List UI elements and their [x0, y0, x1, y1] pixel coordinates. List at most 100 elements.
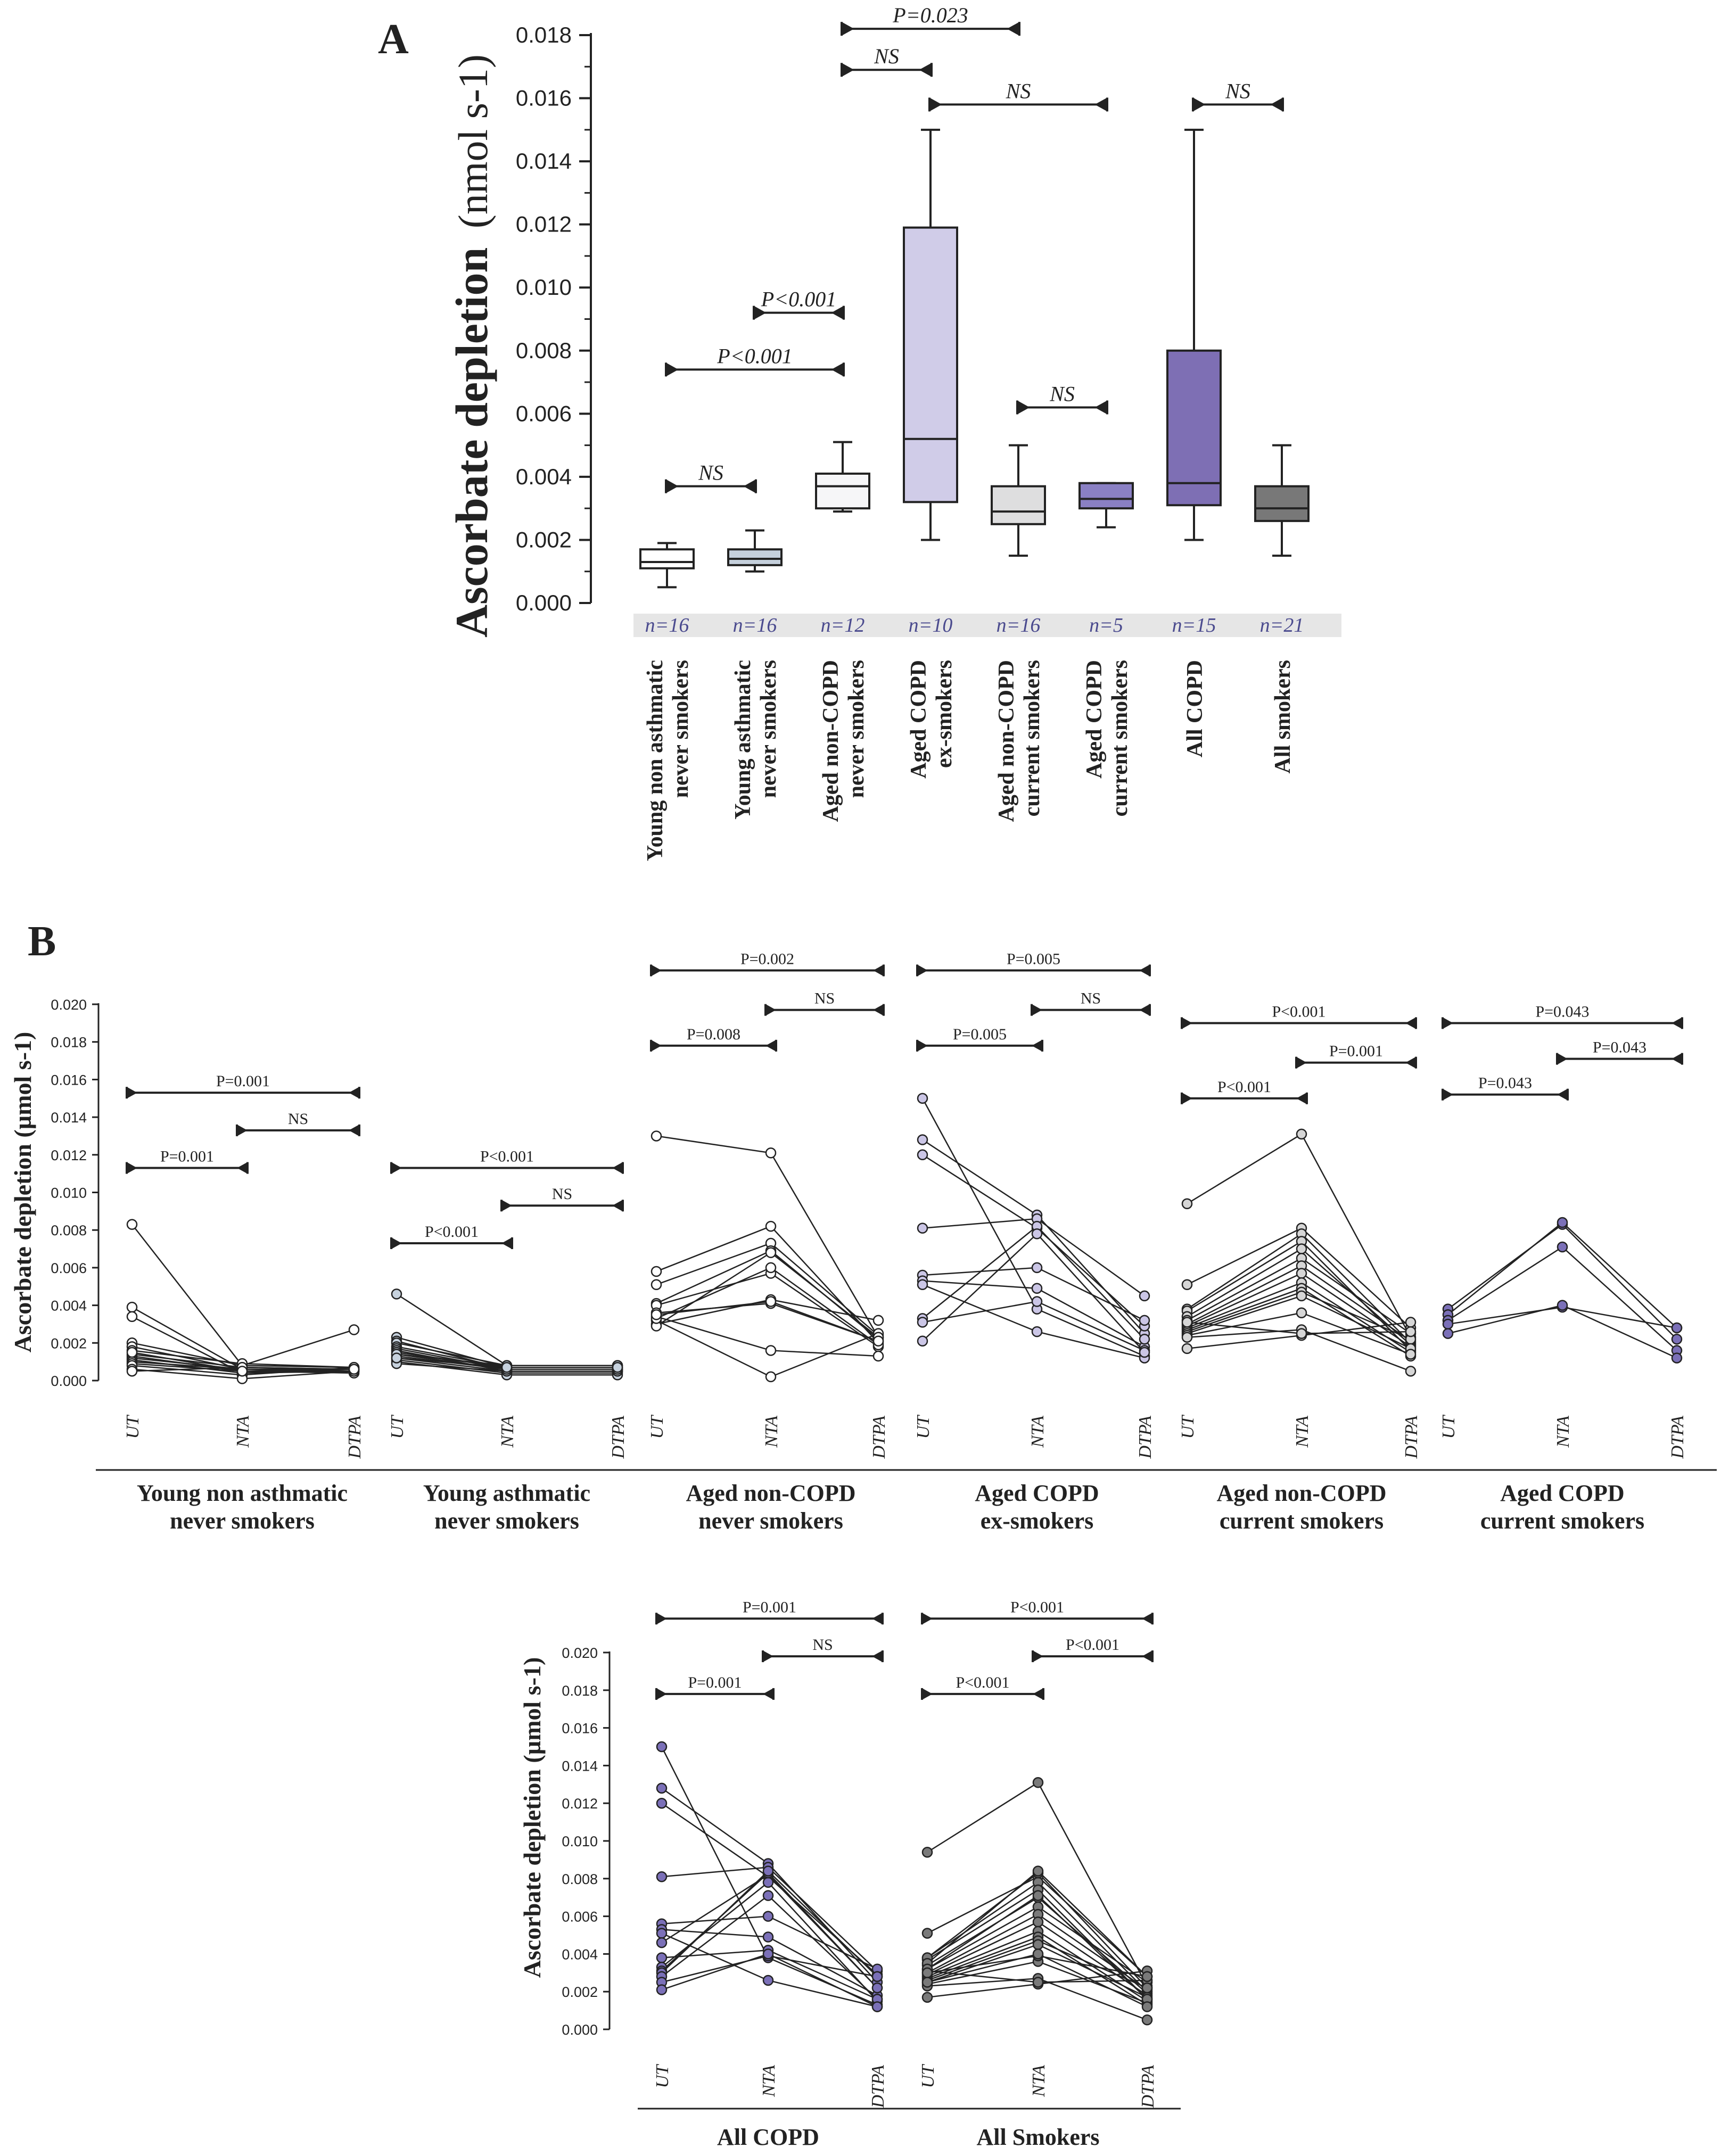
b-point [872, 1335, 884, 1347]
a-box-group [1078, 482, 1134, 528]
a-category-line: Aged COPD [1082, 660, 1107, 779]
b-subplot: P=0.043 P=0.043 P=0.043 UT NTA DTPA Aged COPD c… [1439, 1003, 1687, 1534]
b-point [126, 1301, 138, 1313]
b-x-tick-label: DTPA [868, 2065, 888, 2109]
b-comparison-arrow-right [1405, 1017, 1416, 1029]
b-point [1557, 1241, 1568, 1253]
a-box-group [1166, 128, 1222, 541]
b-top-y-tick-label: 0.012 [51, 1147, 87, 1163]
a-box-group [991, 444, 1046, 557]
a-y-tick-label: 0.016 [516, 86, 572, 111]
b-top-y-tick-label: 0.018 [51, 1035, 87, 1051]
b-comparison-label: P<0.001 [956, 1674, 1009, 1691]
a-comparison-arrow-left [929, 97, 942, 112]
b-point [1181, 1198, 1193, 1209]
b-group-name: All COPD [717, 2124, 819, 2150]
b-group-name-line: Aged COPD [975, 1480, 1099, 1506]
b-point [921, 1977, 933, 1988]
panel-b-top-y-axis: 0.000 0.002 0.004 0.006 0.008 0.010 0.012 0.014… [51, 997, 100, 1389]
a-n-label: n=10 [909, 614, 953, 637]
panel-b-top-y-label: Ascorbate depletion (µmol s-1) [9, 1032, 36, 1353]
b-point [1296, 1268, 1307, 1279]
b-point [1032, 1865, 1044, 1877]
b-point [1181, 1279, 1193, 1290]
b-point [1031, 1283, 1043, 1294]
b-comparison-arrow-right [1296, 1092, 1307, 1104]
b-point [1296, 1307, 1307, 1318]
a-n-label: n=21 [1260, 614, 1304, 637]
b-x-tick-label: DTPA [1135, 1416, 1155, 1459]
a-y-tick-label: 0.012 [516, 212, 572, 237]
a-box-group [1254, 444, 1310, 557]
b-group-name-line: current smokers [1220, 1508, 1384, 1534]
b-comparison-arrow-right [237, 1162, 248, 1174]
b-point [1141, 2001, 1153, 2012]
a-box-iqr [903, 226, 958, 503]
a-box-group [815, 441, 870, 513]
b-point [872, 1350, 884, 1362]
a-y-tick-label: 0.000 [516, 590, 572, 615]
b-comparison-arrow-right [872, 1613, 883, 1625]
b-subplot: P<0.001 P<0.001 NS UT NTA DTPA Young asthmatic… [388, 1148, 628, 1534]
b-bottom-y-tick-label: 0.020 [562, 1645, 598, 1661]
b-comparison-arrow-left [656, 1688, 667, 1700]
panel-b-line-plots: B Ascorbate depletion (µmol s-1) Ascorba… [9, 918, 1717, 2150]
a-y-tick-label: 0.014 [516, 148, 572, 174]
a-box-group [727, 529, 783, 573]
b-point [656, 1871, 668, 1882]
a-comparison-arrow-left [842, 22, 854, 36]
b-group-name: Young asthmatic never smokers [423, 1480, 590, 1534]
b-point [762, 1890, 774, 1901]
b-x-tick-label: NTA [1553, 1416, 1573, 1448]
b-point [391, 1352, 402, 1364]
b-group-name-line: Aged non-COPD [686, 1480, 855, 1506]
b-comparison-label: P=0.043 [1593, 1039, 1646, 1056]
b-top-y-tick-label: 0.004 [51, 1298, 87, 1314]
b-point [917, 1093, 928, 1104]
a-comparison-label: P<0.001 [717, 344, 792, 368]
b-comparison-arrow-left [1443, 1017, 1453, 1029]
b-comparison-arrow-right [1032, 1039, 1042, 1052]
b-comparison-arrow-left [922, 1688, 933, 1700]
panel-a-letter: A [378, 16, 409, 63]
b-point [126, 1219, 138, 1230]
a-category-line: All smokers [1271, 660, 1295, 774]
b-point [1181, 1343, 1193, 1354]
panel-b-bottom-y-axis: 0.000 0.002 0.004 0.006 0.008 0.010 0.012 0.014… [562, 1645, 611, 2038]
panel-a-comparisons: P=0.023 NS NS NS P<0.001 P<0.001 NS NS [665, 3, 1284, 493]
b-comparison-arrow-left [1296, 1056, 1307, 1069]
b-comparison-arrow-right [1405, 1056, 1416, 1069]
b-comparison-arrow-left [1033, 1650, 1043, 1663]
b-top-y-tick-label: 0.000 [51, 1373, 87, 1389]
b-point [1032, 1777, 1044, 1788]
b-subplot: P<0.001 P<0.001 P<0.001 UT NTA DTPA All Smoker… [918, 1598, 1158, 2150]
b-point [1031, 1228, 1043, 1240]
b-point [1032, 1977, 1044, 1988]
b-point [1442, 1328, 1454, 1339]
a-n-label: n=5 [1089, 614, 1123, 637]
b-point [871, 1982, 883, 1994]
b-point [762, 1865, 774, 1877]
b-subplot: P<0.001 P=0.001 P<0.001 UT NTA DTPA Aged non-C… [1178, 1003, 1421, 1534]
b-comparison-label: P<0.001 [1066, 1636, 1119, 1654]
a-box-iqr [1166, 349, 1222, 507]
b-comparison-arrow-right [1139, 1004, 1150, 1016]
b-point [348, 1324, 360, 1335]
b-bottom-y-tick-label: 0.014 [562, 1758, 598, 1774]
b-point [1405, 1317, 1417, 1328]
b-bottom-y-tick-label: 0.008 [562, 1871, 598, 1887]
b-group-name-line: ex-smokers [981, 1508, 1094, 1534]
b-point [656, 1797, 668, 1809]
b-point [348, 1364, 360, 1375]
b-point [656, 1782, 668, 1794]
b-point [872, 1315, 884, 1326]
b-group-name-line: never smokers [170, 1508, 315, 1534]
b-group-name-line: Aged COPD [1500, 1480, 1624, 1506]
b-comparison-label: P<0.001 [1217, 1078, 1271, 1096]
a-comparison-label: NS [698, 461, 723, 485]
b-comparison-arrow-left [1443, 1088, 1453, 1101]
b-point [871, 2001, 883, 2012]
a-category-line: Aged non-COPD [994, 660, 1019, 822]
b-x-tick-label: UT [647, 1415, 667, 1439]
b-point [1032, 1916, 1044, 1928]
